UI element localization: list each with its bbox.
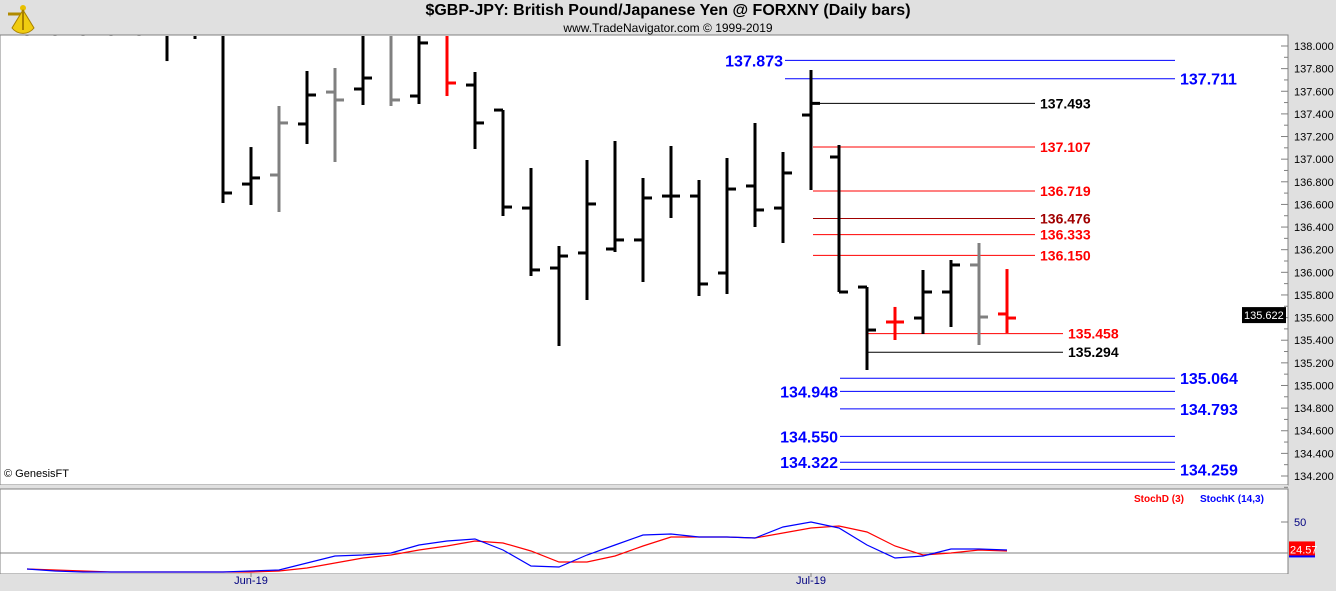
ohlc-bar — [942, 259, 960, 327]
y-tick-label: 138.000 — [1294, 41, 1334, 53]
stoch-k-line — [26, 521, 1008, 573]
y-tick-label: 134.600 — [1294, 426, 1334, 438]
y-tick-label: 136.800 — [1294, 177, 1334, 189]
ohlc-bar — [389, 36, 400, 106]
y-tick-label: 137.200 — [1294, 132, 1334, 144]
level-label: 137.873 — [725, 53, 783, 70]
ohlc-bar — [830, 145, 848, 294]
level-label: 135.294 — [1068, 344, 1119, 360]
ohlc-bar — [242, 147, 260, 205]
ohlc-bar — [998, 269, 1016, 333]
ohlc-bar — [466, 72, 484, 149]
y-tick-label: 134.800 — [1294, 403, 1334, 415]
ohlc-bar — [662, 146, 680, 219]
level-label: 137.493 — [1040, 95, 1091, 111]
y-tick-label: 135.400 — [1294, 335, 1334, 347]
ohlc-bar — [445, 36, 456, 97]
level-label: 134.550 — [780, 429, 838, 446]
header-bar: $GBP-JPY: British Pound/Japanese Yen @ F… — [0, 0, 1336, 35]
sextant-logo-icon — [8, 5, 35, 34]
stoch-value-box — [1289, 541, 1315, 557]
y-tick-label: 136.000 — [1294, 267, 1334, 279]
ohlc-bar — [221, 36, 232, 203]
stoch-value-underline — [1289, 555, 1315, 558]
date-axis — [0, 574, 1336, 591]
level-label: 136.719 — [1040, 183, 1091, 199]
stoch-legend-0: StochD (3) — [1134, 494, 1184, 505]
level-label: 136.333 — [1040, 227, 1091, 243]
ohlc-bar — [802, 69, 820, 191]
y-tick-label: 136.600 — [1294, 199, 1334, 211]
ohlc-bar — [970, 243, 988, 345]
level-label: 136.150 — [1040, 247, 1091, 263]
panel-divider — [0, 485, 1288, 491]
current-price-label: 135.622 — [1244, 310, 1284, 322]
level-label: 134.259 — [1180, 462, 1238, 479]
y-tick-label: 135.000 — [1294, 380, 1334, 392]
x-tick-label: Jul-19 — [796, 575, 826, 587]
chart-subtitle: www.TradeNavigator.com © 1999-2019 — [563, 21, 773, 35]
stochastic-panel — [0, 488, 1289, 575]
level-label: 135.458 — [1068, 326, 1119, 342]
stoch-legend-1: StochK (14,3) — [1200, 494, 1264, 505]
ohlc-bar — [270, 105, 288, 213]
level-label: 134.322 — [780, 455, 838, 472]
stoch-value-label: 24.57 — [1290, 544, 1318, 556]
y-tick-label: 135.600 — [1294, 313, 1334, 325]
ohlc-bar — [326, 67, 344, 162]
y-tick-label: 137.400 — [1294, 109, 1334, 121]
y-tick-label: 136.400 — [1294, 222, 1334, 234]
ohlc-bar — [774, 152, 792, 244]
copyright-label: © GenesisFT — [4, 468, 69, 480]
ohlc-bar — [914, 269, 932, 334]
y-tick-label: 134.400 — [1294, 448, 1334, 460]
level-label: 135.064 — [1180, 371, 1238, 388]
x-tick-label: Jun-19 — [234, 575, 268, 587]
ohlc-bar — [550, 245, 568, 346]
current-price-box — [1242, 307, 1286, 324]
level-label: 137.711 — [1180, 72, 1237, 89]
ohlc-bar — [410, 36, 428, 105]
ohlc-bar — [634, 177, 652, 283]
level-label: 137.107 — [1040, 139, 1091, 155]
stoch-axis-label: 50 — [1294, 517, 1306, 529]
ohlc-bar — [354, 36, 372, 105]
y-tick-label: 136.200 — [1294, 245, 1334, 257]
ohlc-bar — [494, 108, 512, 216]
y-tick-label: 137.000 — [1294, 154, 1334, 166]
level-label: 134.948 — [780, 384, 838, 401]
level-label: 136.476 — [1040, 210, 1091, 226]
level-label: 134.793 — [1180, 402, 1238, 419]
y-tick-label: 135.200 — [1294, 358, 1334, 370]
ohlc-bar — [690, 179, 708, 296]
ohlc-bar — [858, 285, 876, 370]
ohlc-bar — [718, 158, 736, 295]
ohlc-bar — [522, 167, 540, 277]
ohlc-bar — [606, 141, 624, 252]
y-tick-label: 134.200 — [1294, 471, 1334, 483]
y-tick-label: 137.800 — [1294, 64, 1334, 76]
ohlc-bar — [746, 122, 764, 228]
ohlc-bar — [298, 71, 316, 144]
y-tick-label: 135.800 — [1294, 290, 1334, 302]
ohlc-bar — [578, 159, 596, 301]
chart-title: $GBP-JPY: British Pound/Japanese Yen @ F… — [425, 2, 911, 19]
y-tick-label: 137.600 — [1294, 86, 1334, 98]
ohlc-bar — [886, 306, 904, 340]
